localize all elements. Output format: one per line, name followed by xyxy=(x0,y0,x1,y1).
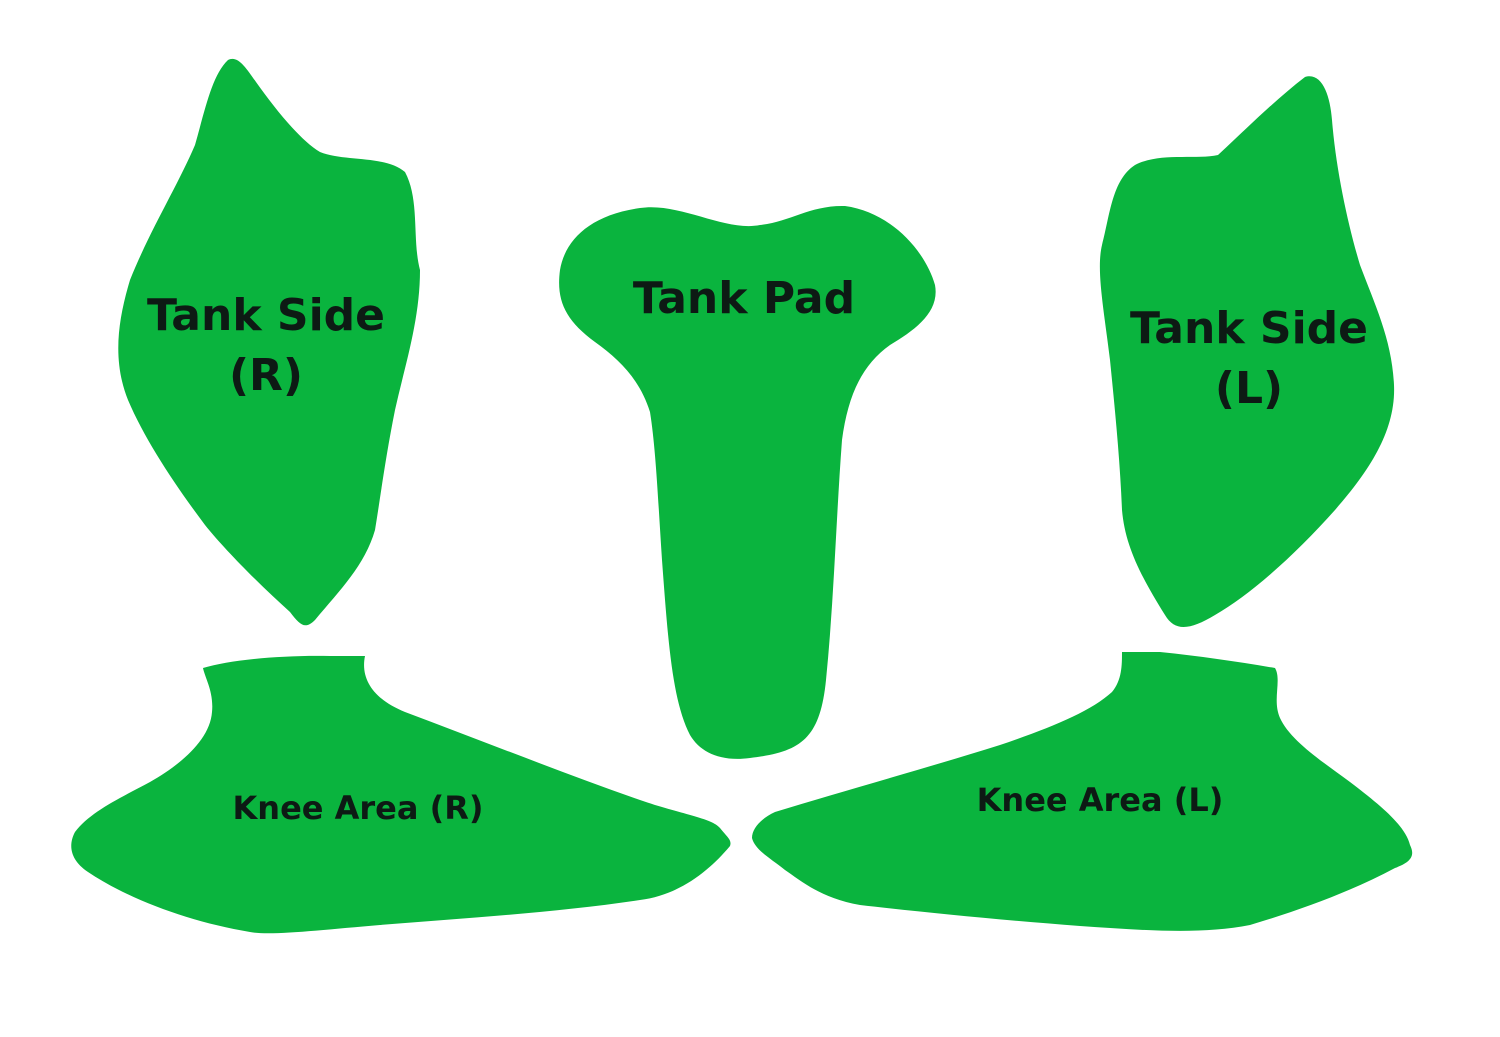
knee-area-right-label: Knee Area (R) xyxy=(233,789,484,827)
knee-area-right-piece: Knee Area (R) xyxy=(71,655,731,934)
knee-area-right-shape xyxy=(71,655,731,934)
tank-side-left-piece: Tank Side (L) xyxy=(1099,76,1395,628)
tank-side-right-label-line2: (R) xyxy=(229,350,303,401)
tank-pad-label: Tank Pad xyxy=(633,273,855,324)
tank-side-right-shape xyxy=(118,58,421,626)
tank-pad-piece: Tank Pad xyxy=(559,205,936,759)
knee-area-left-label: Knee Area (L) xyxy=(977,781,1224,819)
tank-side-left-shape xyxy=(1099,76,1395,628)
tank-side-right-piece: Tank Side (R) xyxy=(118,58,421,626)
knee-area-left-shape xyxy=(752,652,1413,931)
tank-pad-shape xyxy=(559,205,936,759)
tank-side-left-label-line1: Tank Side xyxy=(1130,303,1368,354)
tank-side-left-label-line2: (L) xyxy=(1215,363,1283,414)
knee-area-left-piece: Knee Area (L) xyxy=(752,652,1413,931)
tank-side-right-label-line1: Tank Side xyxy=(147,290,385,341)
